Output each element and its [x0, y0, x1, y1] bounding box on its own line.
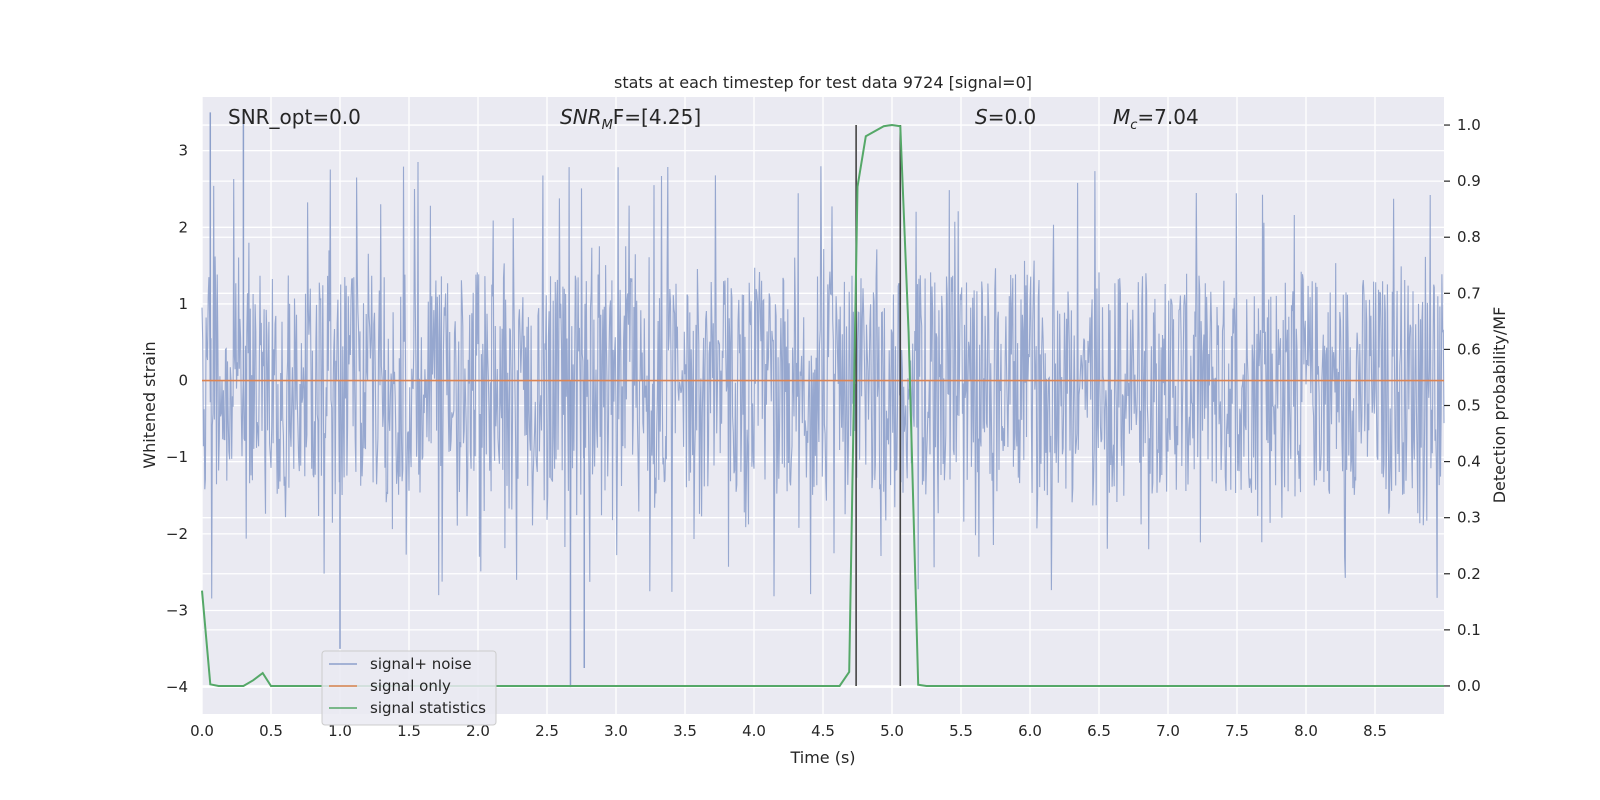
chart-title: stats at each timestep for test data 972…: [614, 73, 1032, 92]
y-left-tick-label: −4: [166, 678, 188, 696]
y-right-tick-label: 0.1: [1457, 621, 1481, 639]
x-tick-label: 1.0: [328, 722, 352, 740]
legend-box: [321, 650, 497, 726]
annotation-snr-opt: SNR_opt=0.0: [228, 105, 361, 129]
y-axis-label-right: Detection probability/MF: [1490, 307, 1509, 504]
annotation-mc: Mc=7.04: [1113, 105, 1199, 133]
x-tick-label: 7.5: [1225, 722, 1249, 740]
x-tick-label: 7.0: [1156, 722, 1180, 740]
x-tick-label: 5.5: [949, 722, 973, 740]
y-right-tick-label: 1.0: [1457, 116, 1481, 134]
s-rest: =0.0: [988, 105, 1037, 129]
y-right-tick-label: 0.0: [1457, 677, 1481, 695]
x-tick-label: 3.5: [673, 722, 697, 740]
snr-mf-subscript: M: [602, 118, 613, 133]
x-tick-label: 8.5: [1363, 722, 1387, 740]
mc-main: M: [1113, 105, 1130, 129]
snr-mf-rest: F=[4.25]: [613, 105, 701, 129]
y-right-tick-label: 0.6: [1457, 340, 1481, 358]
signal-statistics-series: [201, 123, 1444, 687]
y-right-tick-label: 0.9: [1457, 172, 1481, 190]
mc-subscript: c: [1130, 118, 1137, 133]
y-left-tick-label: 3: [178, 142, 188, 160]
annotation-s: S=0.0: [975, 105, 1036, 129]
y-left-tick-label: 0: [178, 372, 188, 390]
x-tick-label: 6.5: [1087, 722, 1111, 740]
axis-ticks: 0.0 0.5 1.0 1.5 2.0 2.5 3.0 3.5 4.0 4.5 5.0 5.5 6.0 6…: [166, 116, 1481, 740]
x-tick-label: 0.0: [190, 722, 214, 740]
y-right-tick-label: 0.3: [1457, 509, 1481, 527]
x-tick-label: 0.5: [259, 722, 283, 740]
snr-mf-main: SNR: [560, 105, 602, 129]
y-right-tick-label: 0.2: [1457, 565, 1481, 583]
x-tick-label: 4.0: [742, 722, 766, 740]
legend-label-noise: signal+ noise: [370, 655, 472, 673]
y-right-tick-label: 0.7: [1457, 284, 1481, 302]
y-left-tick-label: −3: [166, 602, 188, 620]
y-left-tick-label: −1: [166, 448, 188, 466]
x-tick-label: 2.0: [466, 722, 490, 740]
y-left-tick-label: −2: [166, 525, 188, 543]
x-tick-label: 5.0: [880, 722, 904, 740]
y-axis-label-left: Whitened strain: [140, 341, 159, 468]
legend: signal+ noise signal only signal statist…: [321, 650, 497, 726]
legend-label-signal-only: signal only: [370, 677, 451, 695]
statistics-line: [201, 123, 1444, 687]
x-axis-label: Time (s): [789, 748, 855, 767]
y-left-tick-label: 1: [178, 295, 188, 313]
x-tick-label: 4.5: [811, 722, 835, 740]
s-main: S: [975, 105, 988, 129]
x-tick-label: 6.0: [1018, 722, 1042, 740]
x-tick-label: 3.0: [604, 722, 628, 740]
y-right-tick-label: 0.5: [1457, 397, 1481, 415]
y-right-tick-label: 0.4: [1457, 453, 1481, 471]
mc-rest: =7.04: [1137, 105, 1198, 129]
legend-label-statistics: signal statistics: [370, 699, 486, 717]
noise-line: [201, 161, 1445, 599]
annotation-snr-mf: SNRMF=[4.25]: [560, 105, 701, 133]
x-tick-label: 2.5: [535, 722, 559, 740]
y-right-tick-label: 0.8: [1457, 228, 1481, 246]
x-tick-label: 1.5: [397, 722, 421, 740]
x-tick-label: 8.0: [1294, 722, 1318, 740]
y-left-tick-label: 2: [178, 218, 188, 236]
